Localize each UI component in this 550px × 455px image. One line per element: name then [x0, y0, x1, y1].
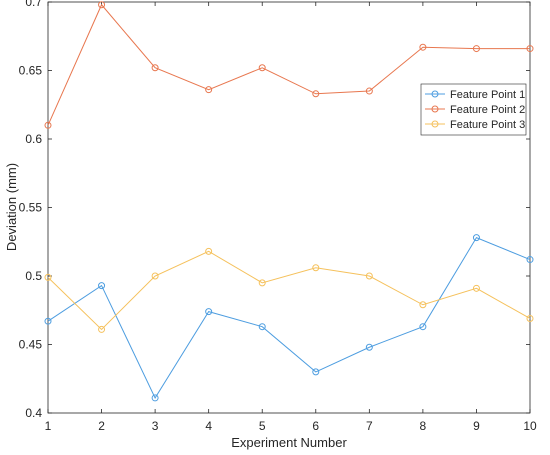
x-axis-ticks: 1 2 3 4 5 6 7 8 9 10	[45, 2, 537, 433]
series-3-point	[419, 301, 427, 309]
series-2-point	[98, 1, 106, 9]
series-2-point	[526, 45, 534, 53]
series-1-point	[205, 308, 213, 316]
series-2-point	[258, 64, 266, 72]
series-2-point	[205, 86, 213, 94]
series-3-point	[151, 272, 159, 280]
series-2-point	[365, 87, 373, 95]
legend-label: Feature Point 1	[450, 89, 525, 101]
series-3-point	[205, 247, 213, 255]
y-tick-label: 0.7	[25, 0, 42, 9]
series-1-point	[472, 234, 480, 242]
series-2-point	[419, 43, 427, 51]
x-tick-label: 1	[45, 419, 52, 433]
legend-marker	[431, 90, 439, 98]
y-tick-label: 0.45	[19, 338, 43, 352]
legend-marker	[431, 105, 439, 113]
y-tick-label: 0.55	[19, 201, 43, 215]
series-3-point	[98, 325, 106, 333]
legend-marker	[431, 120, 439, 128]
series-1-point	[526, 256, 534, 264]
y-tick-label: 0.6	[25, 132, 42, 146]
series-line-2	[47, 3, 530, 126]
x-tick-label: 8	[420, 419, 427, 433]
series-line-1	[47, 237, 531, 399]
series-1-point	[365, 343, 373, 351]
series-3-point	[258, 279, 266, 287]
y-tick-label: 0.5	[25, 269, 42, 283]
x-tick-label: 3	[152, 419, 159, 433]
series-3-point	[312, 264, 320, 272]
series-2-point	[312, 90, 320, 98]
x-tick-label: 9	[473, 419, 480, 433]
x-tick-label: 2	[98, 419, 105, 433]
series-2-point	[472, 45, 480, 53]
x-tick-label: 6	[312, 419, 319, 433]
y-axis-ticks: 0.4 0.45 0.5 0.55 0.6 0.65 0.7	[19, 0, 530, 420]
x-tick-label: 4	[205, 419, 212, 433]
x-tick-label: 7	[366, 419, 373, 433]
y-axis-label: Deviation (mm)	[4, 163, 19, 251]
x-tick-label: 10	[523, 419, 537, 433]
series-1-point	[44, 317, 52, 325]
legend-label: Feature Point 3	[450, 119, 525, 131]
x-tick-label: 5	[259, 419, 266, 433]
y-tick-label: 0.65	[19, 64, 43, 78]
series-3-point	[526, 314, 534, 322]
series-group	[44, 1, 534, 402]
series-3-point	[44, 273, 52, 281]
series-line-3	[47, 250, 531, 331]
legend-label: Feature Point 2	[450, 104, 525, 116]
x-axis-label: Experiment Number	[231, 435, 347, 450]
legend: Feature Point 1 Feature Point 2 Feature Po…	[420, 83, 527, 136]
series-1-point	[258, 323, 266, 331]
series-2-point	[151, 64, 159, 72]
series-3-point	[472, 284, 480, 292]
series-1-point	[312, 368, 320, 376]
series-1-point	[98, 282, 106, 290]
series-1-point	[151, 394, 159, 402]
plot-area	[47, 1, 531, 414]
y-tick-label: 0.4	[25, 406, 42, 420]
series-3-point	[365, 272, 373, 280]
series-1-point	[419, 323, 427, 331]
series-2-point	[44, 121, 52, 129]
